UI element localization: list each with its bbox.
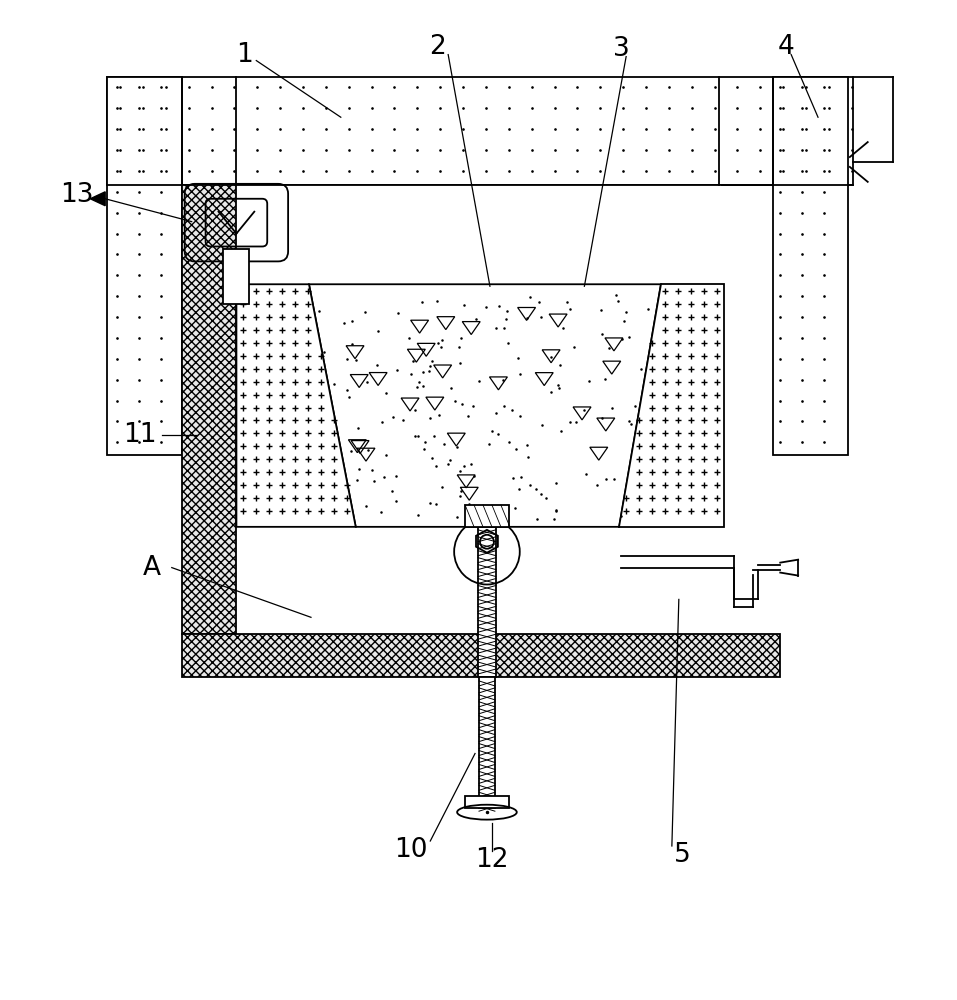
Bar [479,677,495,808]
Bar [236,185,721,634]
Bar [773,77,848,455]
Text: 11: 11 [123,422,157,448]
Bar [465,796,509,808]
Bar [478,527,496,677]
Polygon shape [182,634,780,677]
Text: 4: 4 [778,34,794,60]
Polygon shape [619,284,723,527]
Polygon shape [90,192,105,206]
Bar [107,77,853,185]
Text: 3: 3 [612,36,630,62]
Polygon shape [182,185,236,634]
Bar [107,77,182,455]
Text: 1: 1 [236,42,253,68]
Polygon shape [236,284,356,527]
Bar [224,249,250,304]
Text: 10: 10 [393,837,427,863]
Text: 12: 12 [476,847,509,873]
Text: A: A [143,555,161,581]
Text: 2: 2 [429,34,446,60]
Bar [465,505,509,527]
Polygon shape [309,284,661,527]
Text: 13: 13 [60,182,94,208]
Text: 5: 5 [674,842,690,868]
